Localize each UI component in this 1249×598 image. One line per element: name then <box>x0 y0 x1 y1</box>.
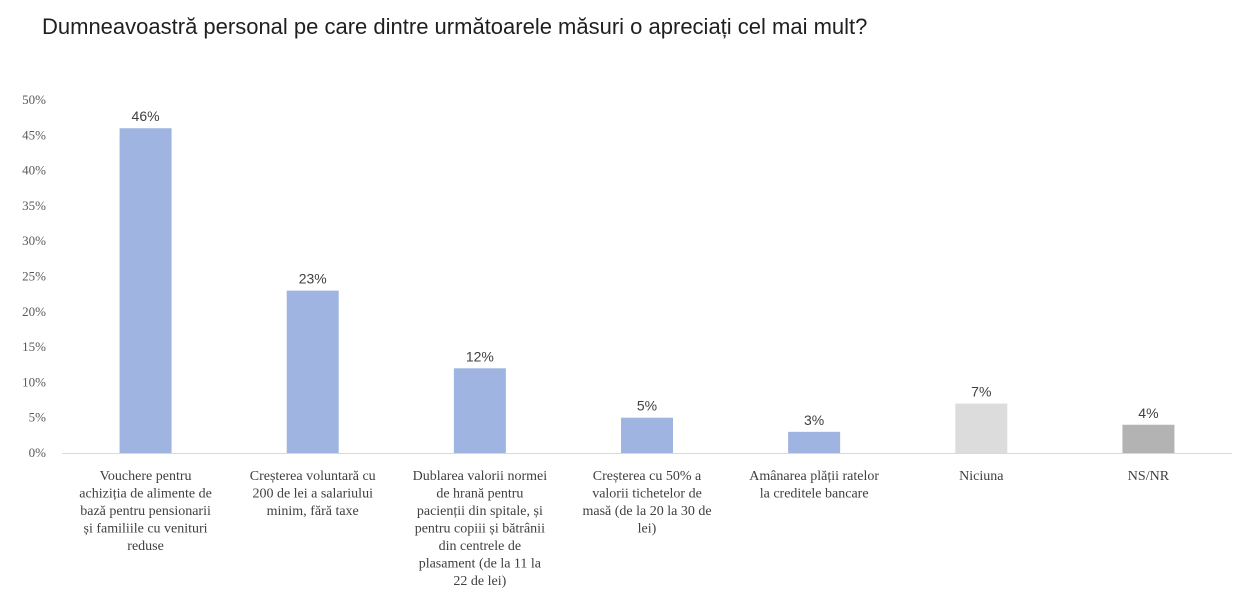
data-label: 7% <box>971 384 991 400</box>
data-label: 12% <box>466 348 494 364</box>
data-label: 23% <box>299 271 327 287</box>
category-label: Amânarea plății ratelor la creditele banc… <box>749 469 879 502</box>
y-tick-label: 5% <box>29 410 47 425</box>
bar <box>788 431 841 453</box>
category-label: Vouchere pentru achiziția de alimente de b… <box>79 469 212 554</box>
y-tick-label: 15% <box>22 339 46 354</box>
category-label: NS/NR <box>1128 469 1170 484</box>
bar <box>119 128 172 454</box>
y-tick-label: 20% <box>22 304 46 319</box>
category-label: Creșterea voluntară cu 200 de lei a salar… <box>250 469 376 519</box>
data-label: 3% <box>804 412 824 428</box>
chart-title: Dumneavoastră personal pe care dintre ur… <box>42 14 868 39</box>
y-tick-label: 10% <box>22 374 46 389</box>
category-label: Creșterea cu 50% a valorii tichetelor de m… <box>582 469 711 537</box>
y-tick-label: 0% <box>29 445 47 460</box>
y-tick-label: 40% <box>22 163 46 178</box>
bar <box>1122 424 1175 453</box>
y-tick-label: 50% <box>22 92 46 107</box>
category-label: Niciuna <box>959 469 1004 484</box>
y-tick-label: 35% <box>22 198 46 213</box>
bar <box>955 403 1008 453</box>
bar <box>286 290 339 453</box>
data-label: 5% <box>637 398 657 414</box>
y-tick-label: 25% <box>22 269 46 284</box>
y-tick-label: 30% <box>22 233 46 248</box>
bar <box>453 368 506 453</box>
bar <box>621 417 673 453</box>
data-label: 4% <box>1138 405 1158 421</box>
y-tick-label: 45% <box>22 127 46 142</box>
category-label: Dublarea valorii normei de hrană pentru pa… <box>413 469 548 589</box>
data-label: 46% <box>132 108 160 124</box>
